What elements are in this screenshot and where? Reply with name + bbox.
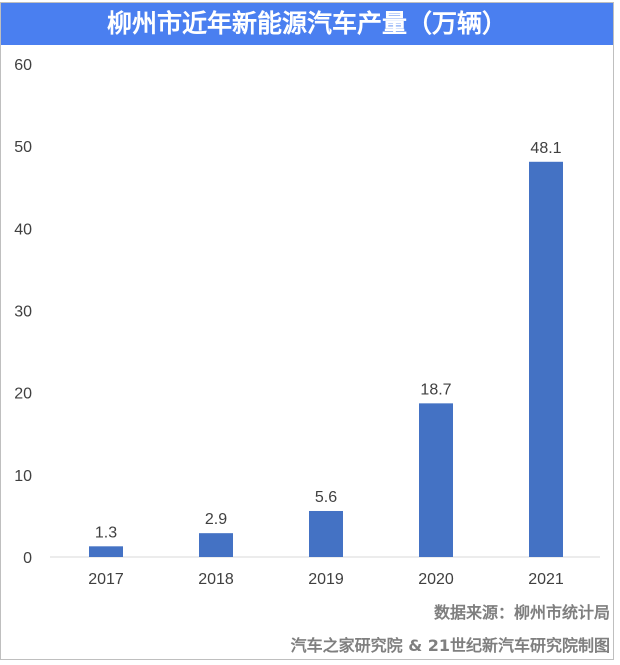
x-tick-label: 2021: [528, 571, 564, 588]
bar-chart: 0 10 20 30 40 50 60 1.3 2017 2.9 2018 5.6 2019 18.7 20…: [14, 57, 600, 588]
data-source: 数据来源：柳州市统计局: [433, 603, 610, 622]
y-tick-label: 10: [14, 468, 32, 485]
bar-2019: [309, 510, 343, 557]
y-tick-label: 60: [14, 57, 32, 74]
data-label: 48.1: [530, 140, 561, 157]
bar-2017: [89, 546, 123, 557]
bar-2020: [419, 403, 453, 557]
data-label: 18.7: [420, 381, 451, 398]
y-tick-label: 20: [14, 386, 32, 403]
data-label: 1.3: [95, 524, 117, 541]
x-tick-label: 2020: [418, 571, 454, 588]
x-tick-label: 2019: [308, 571, 344, 588]
x-tick-label: 2018: [198, 571, 234, 588]
bar-2018: [199, 533, 233, 557]
data-label: 2.9: [205, 511, 227, 528]
credit: 汽车之家研究院 & 21世纪新汽车研究院制图: [290, 636, 610, 655]
x-tick-label: 2017: [88, 571, 124, 588]
chart-card: [0, 2, 614, 660]
chart-title: 柳州市近年新能源汽车产量（万辆）: [1, 3, 613, 45]
bar-2021: [529, 161, 563, 558]
y-tick-label: 50: [14, 139, 32, 156]
y-tick-label: 0: [23, 550, 32, 567]
data-label: 5.6: [315, 489, 337, 506]
y-tick-label: 40: [14, 221, 32, 238]
y-tick-label: 30: [14, 304, 32, 321]
